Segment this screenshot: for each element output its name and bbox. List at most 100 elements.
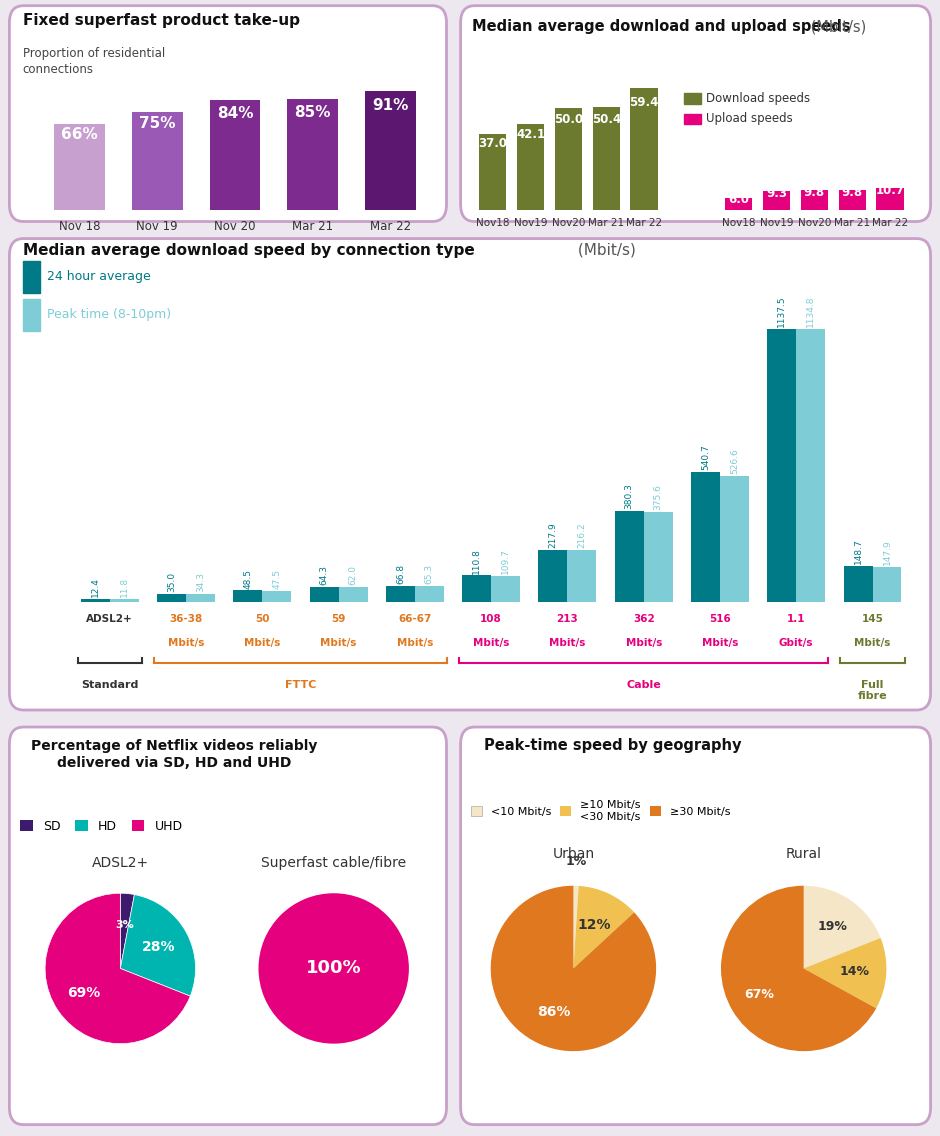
Text: 28%: 28% xyxy=(142,941,175,954)
Text: (Mbit/s): (Mbit/s) xyxy=(806,19,866,34)
Wedge shape xyxy=(120,894,196,996)
Text: 217.9: 217.9 xyxy=(548,523,557,548)
Text: 64.3: 64.3 xyxy=(320,565,329,585)
Bar xyxy=(539,550,568,602)
Text: 12%: 12% xyxy=(577,918,611,933)
Text: Mbit/s: Mbit/s xyxy=(168,638,204,648)
Text: 362: 362 xyxy=(633,613,654,624)
Text: Nov18: Nov18 xyxy=(476,218,509,228)
Text: Nov19: Nov19 xyxy=(514,218,547,228)
Text: 1134.8: 1134.8 xyxy=(807,296,815,327)
Text: Mbit/s: Mbit/s xyxy=(397,638,433,648)
Text: 59.4: 59.4 xyxy=(630,97,659,109)
Text: 42.1: 42.1 xyxy=(516,127,545,141)
Bar xyxy=(210,100,260,210)
Text: ADSL2+: ADSL2+ xyxy=(86,613,133,624)
Text: 69%: 69% xyxy=(68,986,101,1000)
Text: 1%: 1% xyxy=(566,855,588,868)
Title: Urban: Urban xyxy=(553,847,594,861)
Wedge shape xyxy=(804,886,881,968)
Text: 66%: 66% xyxy=(61,127,98,142)
Text: 516: 516 xyxy=(709,613,730,624)
Bar xyxy=(262,591,291,602)
Text: 110.8: 110.8 xyxy=(472,548,481,574)
Bar xyxy=(386,586,415,602)
Wedge shape xyxy=(258,893,409,1044)
Text: Mar 22: Mar 22 xyxy=(626,218,662,228)
Text: Cable: Cable xyxy=(626,679,661,690)
Text: Peak-time speed by geography: Peak-time speed by geography xyxy=(484,738,742,753)
Text: Mbit/s: Mbit/s xyxy=(244,638,280,648)
Text: 36-38: 36-38 xyxy=(169,613,203,624)
Text: 6.0: 6.0 xyxy=(728,193,749,206)
Text: Nov18: Nov18 xyxy=(722,218,756,228)
Text: Nov20: Nov20 xyxy=(798,218,831,228)
Text: 12.4: 12.4 xyxy=(91,577,100,598)
Bar xyxy=(462,576,492,602)
Text: 213: 213 xyxy=(556,613,578,624)
Bar xyxy=(309,586,338,602)
Text: 50.0: 50.0 xyxy=(554,114,583,126)
Wedge shape xyxy=(721,886,876,1051)
Text: 47.5: 47.5 xyxy=(273,569,281,588)
Text: Peak time (8-10pm): Peak time (8-10pm) xyxy=(47,308,171,321)
Text: 380.3: 380.3 xyxy=(625,483,634,509)
Text: 75%: 75% xyxy=(139,116,176,132)
Text: 62.0: 62.0 xyxy=(349,566,357,585)
Text: Mbit/s: Mbit/s xyxy=(854,638,891,648)
Text: 9.3: 9.3 xyxy=(766,187,787,200)
Bar xyxy=(763,191,791,210)
Bar xyxy=(872,567,901,602)
Text: Percentage of Netflix videos reliably
delivered via SD, HD and UHD: Percentage of Netflix videos reliably de… xyxy=(31,740,318,769)
Text: 109.7: 109.7 xyxy=(501,548,510,574)
Text: 1137.5: 1137.5 xyxy=(777,295,786,327)
Text: Mar 22: Mar 22 xyxy=(872,218,908,228)
Bar xyxy=(110,600,139,602)
Text: 86%: 86% xyxy=(538,1005,571,1019)
Bar xyxy=(492,576,520,602)
Bar xyxy=(24,299,39,331)
Text: Mbit/s: Mbit/s xyxy=(321,638,357,648)
Text: 50: 50 xyxy=(255,613,270,624)
Text: 37.0: 37.0 xyxy=(478,136,508,150)
Bar xyxy=(338,587,368,602)
Title: Superfast cable/fibre: Superfast cable/fibre xyxy=(261,857,406,870)
Bar xyxy=(838,190,866,210)
Text: 148.7: 148.7 xyxy=(854,538,863,565)
Text: 3%: 3% xyxy=(115,920,133,930)
Title: ADSL2+: ADSL2+ xyxy=(92,857,149,870)
Bar xyxy=(186,594,215,602)
Text: Mar 21: Mar 21 xyxy=(588,218,624,228)
Bar xyxy=(55,124,104,210)
Bar xyxy=(479,134,507,210)
Text: Download speeds: Download speeds xyxy=(707,92,810,105)
Text: 24 hour average: 24 hour average xyxy=(47,270,150,283)
Bar xyxy=(233,591,262,602)
Text: 67%: 67% xyxy=(744,988,775,1001)
Text: 147.9: 147.9 xyxy=(883,538,891,565)
Text: Mbit/s: Mbit/s xyxy=(625,638,662,648)
Text: 14%: 14% xyxy=(839,966,870,978)
Bar xyxy=(157,594,186,602)
Bar xyxy=(767,328,796,602)
Text: 35.0: 35.0 xyxy=(167,571,176,592)
Text: Standard: Standard xyxy=(81,679,138,690)
Bar xyxy=(683,93,701,103)
Bar xyxy=(843,567,872,602)
Text: 1.1: 1.1 xyxy=(787,613,806,624)
Bar xyxy=(615,511,644,602)
Text: 375.6: 375.6 xyxy=(653,484,663,510)
Text: 59: 59 xyxy=(332,613,346,624)
Text: 145: 145 xyxy=(862,613,884,624)
Bar xyxy=(568,550,596,602)
Text: Fixed superfast product take-up: Fixed superfast product take-up xyxy=(23,12,300,27)
Text: Mar 21: Mar 21 xyxy=(834,218,870,228)
Text: 91%: 91% xyxy=(372,98,409,114)
Wedge shape xyxy=(573,886,634,968)
Text: 9.8: 9.8 xyxy=(841,186,863,199)
Text: Nov19: Nov19 xyxy=(760,218,793,228)
Text: 84%: 84% xyxy=(217,106,253,122)
Text: 66-67: 66-67 xyxy=(399,613,431,624)
Text: Mbit/s: Mbit/s xyxy=(473,638,509,648)
Bar xyxy=(81,599,110,602)
